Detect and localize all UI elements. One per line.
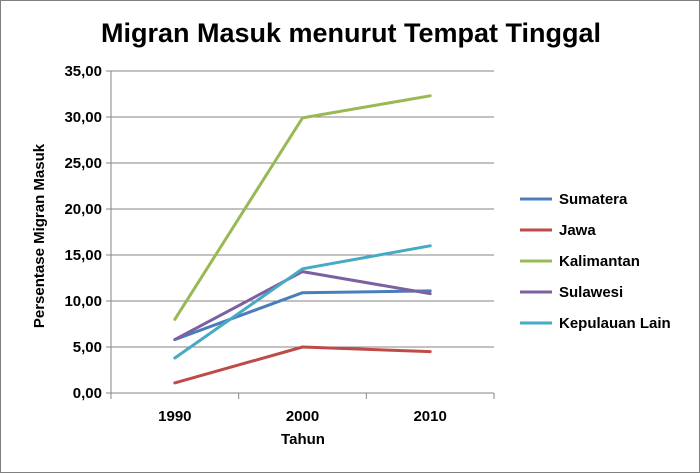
y-tick-label: 20,00: [64, 201, 102, 218]
legend: Sumatera Jawa Kalimantan Sulawesi Kepulauan …: [520, 191, 671, 332]
series-line-jawa: [173, 345, 432, 385]
x-axis-title: Tahun: [281, 431, 325, 448]
series-line-sulawesi: [173, 270, 432, 342]
series-line-kepulauan-lain: [173, 244, 432, 360]
legend-label-sulawesi: Sulawesi: [559, 284, 623, 301]
axes: [110, 71, 494, 394]
series-lines: [173, 94, 432, 385]
legend-label-sumatera: Sumatera: [559, 191, 628, 208]
y-tick-label: 15,00: [64, 247, 102, 264]
y-tick-label: 25,00: [64, 155, 102, 172]
x-tick-label: 1990: [158, 408, 191, 425]
y-tick-label: 10,00: [64, 293, 102, 310]
legend-label-kalimantan: Kalimantan: [559, 253, 640, 270]
y-tick-label: 35,00: [64, 63, 102, 80]
gridlines: [111, 70, 494, 348]
legend-label-kepulauan-lain: Kepulauan Lain: [559, 315, 671, 332]
y-axis-title: Persentase Migran Masuk: [31, 143, 48, 328]
legend-label-jawa: Jawa: [559, 222, 596, 239]
y-axis-ticks: 0,00 5,00 10,00 15,00 20,00 25,00 30,00 35,00: [64, 63, 111, 402]
x-axis-ticks: 1990 2000 2010: [110, 393, 495, 425]
series-line-sumatera: [173, 289, 432, 342]
y-tick-label: 5,00: [73, 339, 102, 356]
chart-title: Migran Masuk menurut Tempat Tinggal: [101, 18, 601, 48]
x-tick-label: 2010: [413, 408, 446, 425]
x-tick-label: 2000: [286, 408, 319, 425]
y-tick-label: 0,00: [73, 385, 102, 402]
y-tick-label: 30,00: [64, 109, 102, 126]
series-line-kalimantan: [173, 94, 432, 321]
